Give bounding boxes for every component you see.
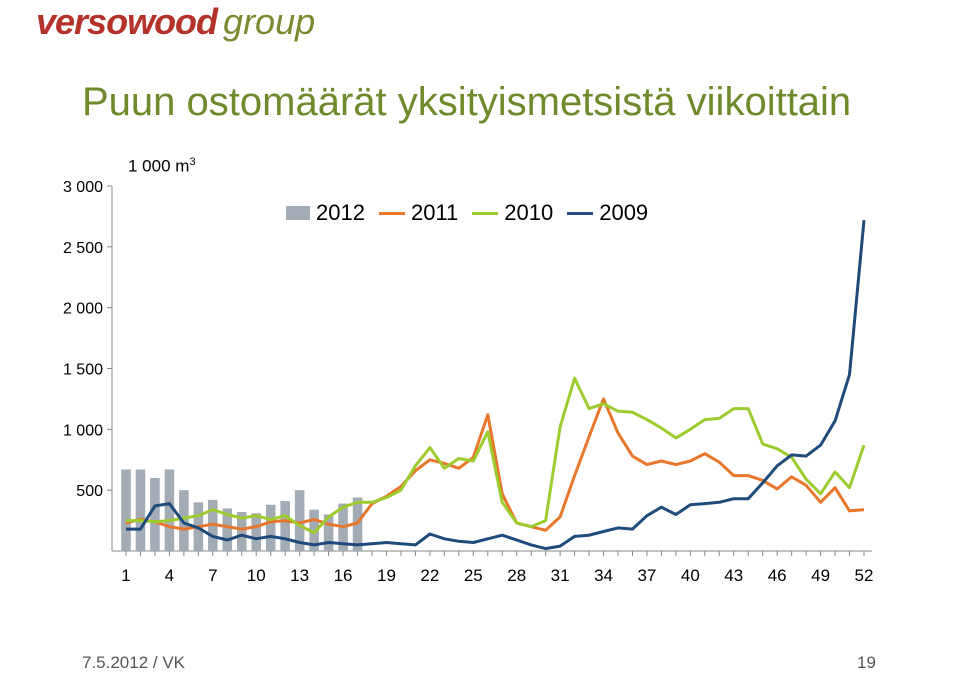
legend-swatch-2012 [286, 206, 310, 220]
line-series-2011 [125, 397, 865, 532]
versowood-logo: versowood group [36, 0, 315, 46]
bar-2012 [251, 513, 262, 551]
bar-2012 [121, 469, 131, 551]
legend-label-2009: 2009 [599, 200, 649, 225]
x-tick-label: 22 [420, 566, 439, 585]
x-tick-label: 37 [637, 566, 656, 585]
y-tick-label: 500 [76, 483, 103, 500]
logo-brand-text: versowood [36, 1, 218, 42]
unit-superscript: 3 [189, 156, 196, 168]
bar-2012 [164, 469, 175, 551]
legend-label-2010: 2010 [504, 200, 554, 225]
bar-2012 [135, 469, 146, 551]
x-tick-label: 4 [165, 566, 174, 585]
chart-legend: 2012 2011 2010 2009 [286, 200, 662, 226]
legend-item-2009: 2009 [567, 200, 648, 226]
legend-swatch-2010 [472, 211, 499, 215]
line-series-2010 [126, 376, 866, 535]
legend-swatch-2009 [567, 211, 594, 215]
x-tick-label: 49 [811, 566, 830, 585]
x-tick-label: 43 [724, 566, 743, 585]
legend-item-2011: 2011 [378, 200, 459, 226]
x-tick-label: 19 [377, 566, 396, 585]
bar-2012 [265, 504, 276, 551]
line-series-2009 [126, 219, 866, 551]
x-tick-label: 7 [208, 566, 217, 585]
x-tick-label: 25 [464, 566, 483, 585]
bar-2012 [323, 514, 334, 551]
y-tick-label: 2 000 [63, 301, 103, 318]
x-tick-label: 52 [855, 566, 874, 585]
x-tick-label: 34 [594, 566, 613, 585]
x-tick-label: 1 [121, 566, 130, 585]
x-tick-label: 10 [247, 566, 266, 585]
bar-2012 [150, 478, 160, 551]
bar-2012 [309, 509, 319, 551]
legend-swatch-2011 [378, 211, 405, 215]
x-tick-label: 16 [334, 566, 353, 585]
unit-label: 1 000 m3 [128, 156, 196, 177]
y-tick-label: 1 000 [63, 422, 103, 439]
x-tick-label: 40 [681, 566, 700, 585]
legend-label-2012: 2012 [316, 200, 365, 225]
x-tick-label: 28 [507, 566, 526, 585]
bar-2012 [280, 501, 290, 551]
footer-date: 7.5.2012 / VK [82, 653, 186, 672]
y-tick-label: 2 500 [63, 240, 103, 257]
legend-item-2012: 2012 [286, 200, 365, 226]
bar-2012 [294, 490, 305, 551]
legend-label-2011: 2011 [410, 200, 459, 225]
x-tick-label: 13 [290, 566, 309, 585]
bar-2012 [236, 512, 247, 551]
x-tick-label: 46 [768, 566, 787, 585]
y-tick-label: 3 000 [63, 179, 103, 196]
page-title: Puun ostomäärät yksityismetsistä viikoit… [82, 80, 852, 124]
x-tick-label: 31 [551, 566, 570, 585]
logo-group-text: group [223, 1, 316, 42]
page-number: 19 [857, 653, 876, 672]
legend-item-2010: 2010 [472, 200, 553, 226]
unit-text: 1 000 m [128, 156, 190, 176]
bar-2012 [222, 508, 233, 551]
y-tick-label: 1 500 [63, 362, 103, 379]
